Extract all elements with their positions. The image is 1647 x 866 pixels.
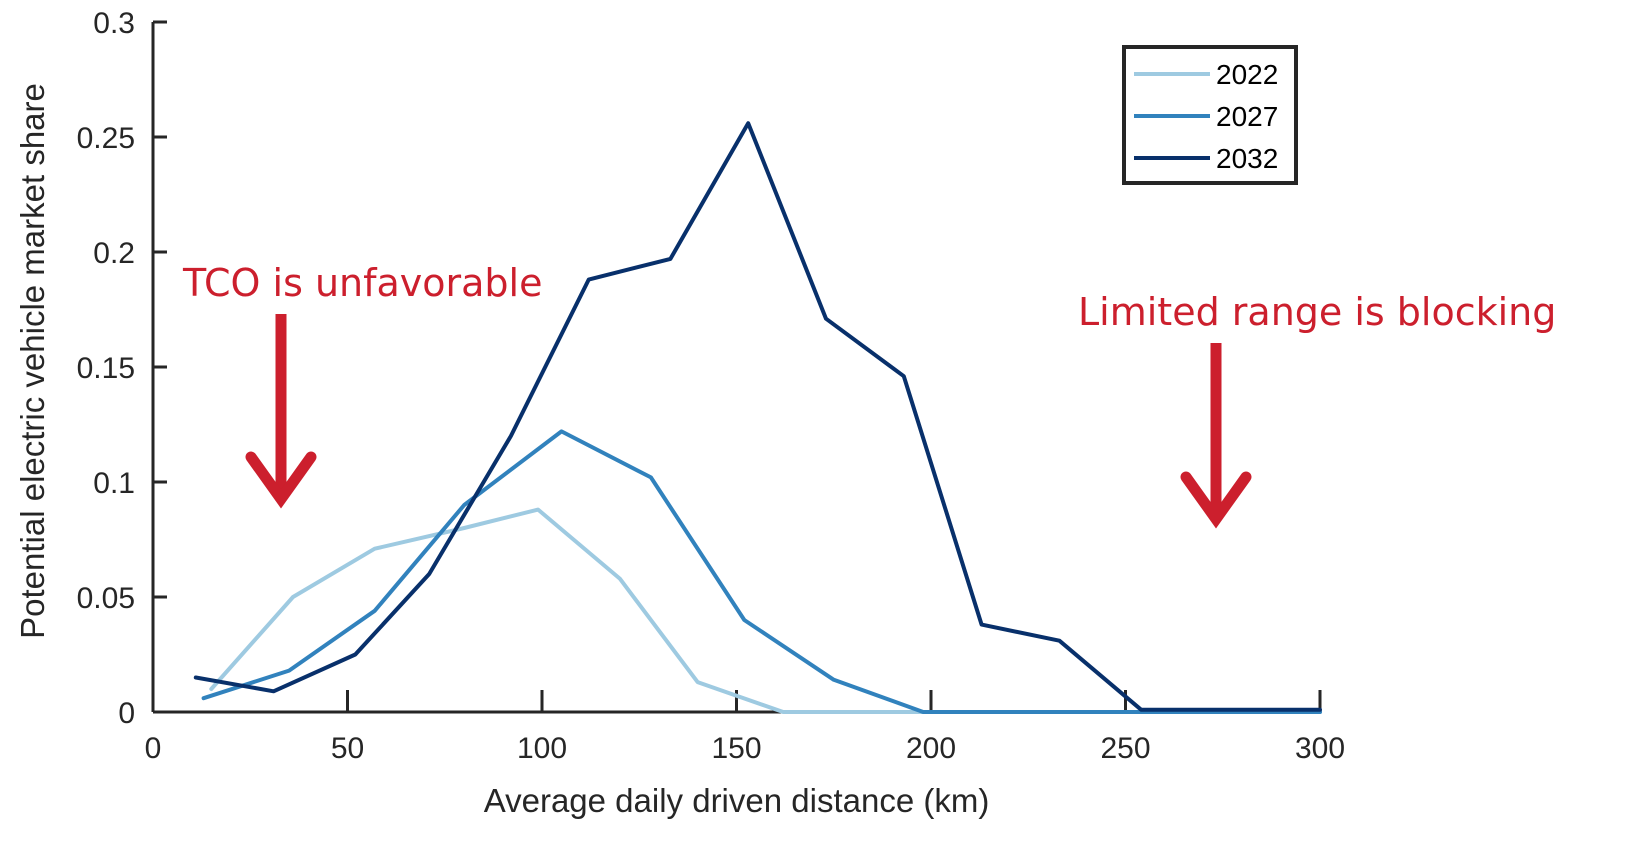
annotation-limited-range: Limited range is blocking xyxy=(1078,290,1556,334)
x-tick-label: 100 xyxy=(517,732,567,765)
series-line-2027 xyxy=(201,429,1322,714)
y-tick-label: 0 xyxy=(118,697,135,730)
annotation-tco-unfavorable: TCO is unfavorable xyxy=(182,261,542,305)
arrow-down-icon xyxy=(245,314,317,509)
axes: 0 50 100 150 200 250 300 0 0.05 0.1 0.15 0.2 0.25 0.3… xyxy=(14,7,1345,819)
legend-label-2022: 2022 xyxy=(1216,59,1278,90)
arrow-down-icon xyxy=(1180,343,1252,529)
x-tick-label: 150 xyxy=(711,732,761,765)
y-tick-label: 0.15 xyxy=(77,352,135,385)
annotations: TCO is unfavorable Limited range is block… xyxy=(182,261,1556,529)
y-tick-label: 0.2 xyxy=(93,237,135,270)
y-tick-label: 0.25 xyxy=(77,122,135,155)
x-axis-label: Average daily driven distance (km) xyxy=(484,782,990,819)
legend: 2022 2027 2032 xyxy=(1122,45,1298,185)
y-tick-label: 0.3 xyxy=(93,7,135,40)
legend-label-2027: 2027 xyxy=(1216,101,1278,132)
y-tick-label: 0.05 xyxy=(77,582,135,615)
arrow-head xyxy=(1180,471,1252,529)
y-axis-label: Potential electric vehicle market share xyxy=(14,83,51,639)
x-tick-label: 50 xyxy=(331,732,364,765)
series-line-2022 xyxy=(209,507,1322,714)
x-tick-label: 0 xyxy=(145,732,162,765)
x-tick-label: 300 xyxy=(1295,732,1345,765)
x-tick-label: 200 xyxy=(906,732,956,765)
x-tick-label: 250 xyxy=(1100,732,1150,765)
series-line-2032 xyxy=(193,121,1322,712)
series-lines xyxy=(193,121,1322,714)
arrow-head xyxy=(245,451,317,509)
y-tick-label: 0.1 xyxy=(93,467,135,500)
legend-label-2032: 2032 xyxy=(1216,143,1278,174)
